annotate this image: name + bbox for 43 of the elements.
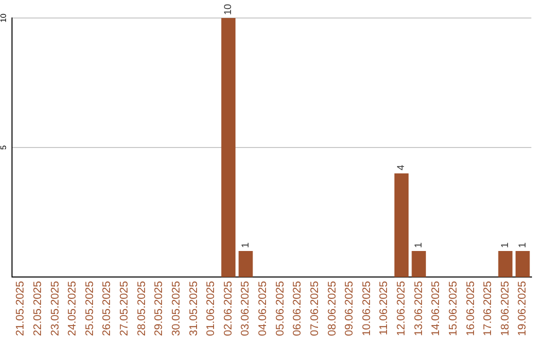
x-tick-label: 29.05.2025 bbox=[153, 280, 166, 336]
data-label: 4 bbox=[396, 164, 408, 170]
data-label: 1 bbox=[517, 242, 528, 248]
x-tick-label: 31.05.2025 bbox=[188, 280, 200, 336]
x-tick-label: 15.06.2025 bbox=[447, 280, 460, 336]
x-tick-label: 10.06.2025 bbox=[360, 280, 373, 336]
x-tick-label: 03.06.2025 bbox=[240, 280, 252, 336]
x-tick-label: 07.06.2025 bbox=[308, 280, 321, 336]
x-tick-label: 12.06.2025 bbox=[396, 280, 408, 336]
x-tick-label: 05.06.2025 bbox=[274, 280, 286, 336]
x-tick-label: 08.06.2025 bbox=[326, 280, 338, 336]
x-tick-label: 01.06.2025 bbox=[205, 280, 218, 336]
x-tick-label: 22.05.2025 bbox=[32, 280, 44, 336]
x-tick-label: 21.05.2025 bbox=[14, 280, 27, 336]
bar bbox=[394, 173, 409, 277]
x-tick-label: 25.05.2025 bbox=[84, 280, 96, 336]
data-label: 10 bbox=[223, 3, 234, 15]
data-label: 1 bbox=[500, 242, 512, 248]
x-tick-label: 26.05.2025 bbox=[101, 280, 114, 336]
x-tick-label: 06.06.2025 bbox=[292, 280, 304, 336]
y-tick-label: 5 bbox=[0, 144, 8, 150]
bar bbox=[498, 251, 512, 277]
x-tick-label: 04.06.2025 bbox=[257, 280, 270, 336]
x-tick-label: 16.06.2025 bbox=[464, 280, 477, 336]
x-tick-label: 30.05.2025 bbox=[170, 280, 182, 336]
bar bbox=[221, 18, 236, 277]
bar bbox=[412, 251, 426, 277]
data-label: 1 bbox=[240, 242, 252, 248]
x-tick-label: 24.05.2025 bbox=[66, 280, 79, 336]
x-tick-label: 13.06.2025 bbox=[412, 280, 425, 336]
x-tick-label: 09.06.2025 bbox=[344, 280, 356, 336]
x-tick-label: 27.05.2025 bbox=[118, 280, 131, 336]
x-tick-label: 17.06.2025 bbox=[482, 280, 494, 336]
bar bbox=[516, 251, 530, 277]
x-tick-label: 23.05.2025 bbox=[49, 280, 62, 336]
bar bbox=[238, 251, 253, 277]
x-tick-label: 11.06.2025 bbox=[378, 280, 390, 336]
x-tick-label: 02.06.2025 bbox=[222, 280, 234, 336]
x-tick-label: 18.06.2025 bbox=[499, 280, 512, 336]
x-tick-label: 28.05.2025 bbox=[136, 280, 148, 336]
x-tick-label: 19.06.2025 bbox=[516, 280, 529, 336]
x-tick-label: 14.06.2025 bbox=[430, 280, 442, 336]
data-label: 1 bbox=[414, 242, 425, 248]
